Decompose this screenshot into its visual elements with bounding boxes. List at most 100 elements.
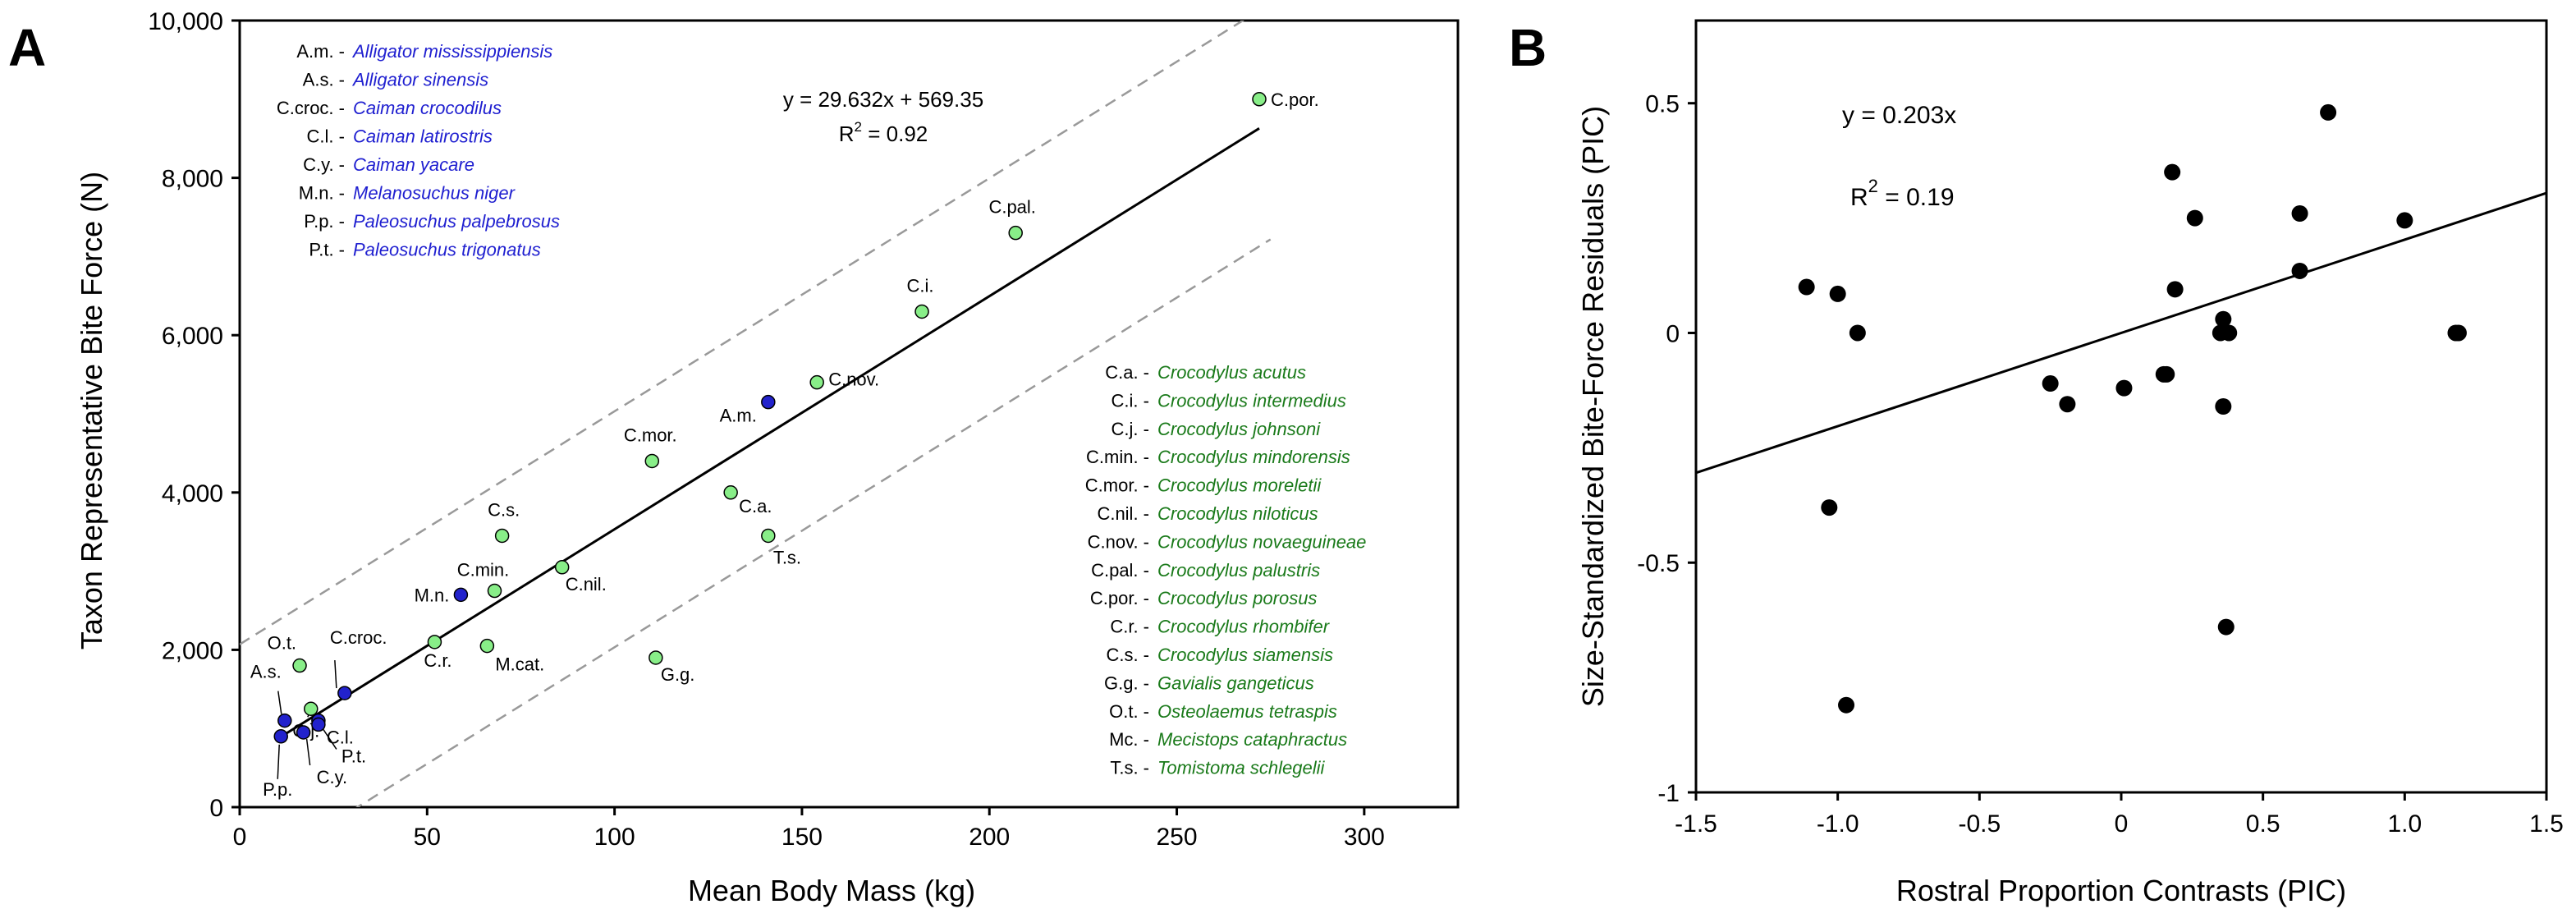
panel-a-legend-caimanine: A.m. - Alligator mississippiensis A.s. - Al… — [277, 41, 560, 260]
panel-a-fit-line — [284, 127, 1260, 736]
panel-a-confidence-band — [240, 21, 1272, 807]
panel-b-y-tick-label: 0.5 — [1645, 91, 1680, 118]
panel-b-x-tick-label: -1.0 — [1817, 810, 1859, 838]
legend-species-name: Crocodylus johnsoni — [1157, 419, 1321, 439]
panel-a-point-label: C.nil. — [566, 574, 607, 594]
panel-b-fit-line — [1695, 191, 2547, 475]
panel-b-label: B — [1509, 18, 1547, 77]
panel-b-y-tick-label: -1 — [1657, 780, 1680, 807]
legend-abbr: Mc. - — [1109, 729, 1149, 750]
legend-species-name: Mecistops cataphractus — [1157, 729, 1347, 750]
panel-b-axis-ticks: -1.5 -1.0 -0.5 0 0.5 1.0 1.5 -1 -0.5 0 0.5 — [1637, 91, 2564, 838]
legend-species-name: Caiman latirostris — [353, 126, 493, 147]
panel-a-x-tick-label: 50 — [414, 824, 441, 851]
panel-b-x-tick-label: 0.5 — [2246, 810, 2280, 838]
panel-a-y-tick-label: 8,000 — [162, 166, 223, 193]
legend-abbr: C.s. - — [1106, 645, 1149, 665]
panel-a-x-tick-label: 200 — [969, 824, 1010, 851]
panel-a-point-label: C.nov. — [828, 369, 879, 390]
panel-a-point-label: G.g. — [661, 664, 695, 685]
legend-species-name: Paleosuchus trigonatus — [353, 240, 541, 260]
panel-a-point-label: T.s. — [773, 547, 801, 567]
legend-species-name: Gavialis gangeticus — [1157, 672, 1314, 693]
panel-b-x-axis-title: Rostral Proportion Contrasts (PIC) — [1896, 874, 2346, 907]
panel-b-x-tick-label: -1.5 — [1675, 810, 1717, 838]
legend-species-name: Crocodylus rhombifer — [1157, 617, 1331, 637]
legend-species-name: Alligator sinensis — [351, 70, 488, 90]
legend-abbr: C.pal. - — [1091, 560, 1149, 581]
legend-species-name: Alligator mississippiensis — [351, 41, 552, 62]
panel-b-x-tick-label: 1.5 — [2529, 810, 2564, 838]
legend-abbr: C.r. - — [1110, 617, 1149, 637]
panel-a-data-point — [487, 583, 502, 599]
panel-a-point-label: M.cat. — [495, 654, 544, 675]
legend-species-name: Crocodylus niloticus — [1157, 503, 1318, 524]
panel-a-point-label: P.t. — [341, 746, 366, 766]
panel-a-y-tick-label: 10,000 — [148, 8, 223, 35]
legend-species-name: Crocodylus moreletii — [1157, 475, 1322, 496]
panel-a-point-label: A.s. — [250, 662, 282, 682]
panel-b-x-tick-label: -0.5 — [1958, 810, 2001, 838]
panel-a-x-tick-label: 300 — [1344, 824, 1385, 851]
panel-a-points: C.por. C.pal. C.i. C.nov. A.m. C.mor. C.a. T.s.… — [250, 90, 1319, 800]
legend-abbr: C.min. - — [1086, 447, 1149, 467]
panel-b-data-point — [2221, 324, 2238, 342]
panel-b-data-point — [2158, 365, 2175, 383]
legend-abbr: C.i. - — [1112, 390, 1149, 411]
panel-a-data-point — [337, 686, 352, 700]
legend-abbr: C.nil. - — [1097, 503, 1149, 524]
panel-b-data-point — [2291, 262, 2308, 279]
panel-a-data-point — [311, 717, 326, 732]
panel-a-x-tick-label: 250 — [1157, 824, 1198, 851]
panel-a-chart: 0 50 100 150 200 250 300 0 2,000 4,000 6,000 8,000 1… — [75, 8, 1460, 907]
legend-abbr: O.t. - — [1109, 701, 1149, 722]
panel-b-data-point — [1829, 285, 1846, 302]
panel-a-data-point — [809, 374, 824, 390]
legend-species-name: Paleosuchus palpebrosus — [353, 211, 560, 232]
panel-b-plot-frame — [1694, 19, 2548, 794]
panel-a-point-label: M.n. — [415, 585, 450, 605]
legend-species-name: Caiman crocodilus — [353, 98, 502, 118]
panel-a-axis-ticks: 0 50 100 150 200 250 300 0 2,000 4,000 6,000 8,000 1… — [148, 8, 1385, 851]
panel-b-data-point — [2115, 379, 2133, 397]
panel-b-data-point — [2042, 375, 2059, 392]
panel-a-data-point — [292, 658, 307, 673]
panel-a-x-axis-title: Mean Body Mass (kg) — [688, 874, 975, 907]
legend-species-name: Crocodylus intermedius — [1157, 390, 1346, 411]
legend-species-name: Crocodylus novaeguineae — [1157, 531, 1366, 552]
panel-a-leader-line — [334, 660, 337, 689]
panel-b-y-axis-title: Size-Standardized Bite-Force Residuals (… — [1576, 106, 1610, 707]
panel-b-data-point — [2396, 212, 2413, 229]
panel-a-leader-line — [323, 728, 337, 750]
panel-b-x-tick-label: 0 — [2115, 810, 2129, 838]
panel-a-data-point — [277, 713, 292, 728]
panel-a-point-label: C.y. — [317, 767, 347, 787]
legend-abbr: C.croc. - — [277, 98, 345, 118]
panel-a-data-point — [304, 701, 319, 716]
legend-abbr: P.t. - — [309, 240, 345, 260]
panel-a-point-label: C.s. — [488, 499, 520, 520]
panel-b-y-tick-label: -0.5 — [1637, 550, 1680, 577]
legend-abbr: C.j. - — [1112, 419, 1149, 439]
panel-b-points — [1798, 103, 2467, 714]
panel-a-point-label: A.m. — [720, 406, 757, 426]
legend-species-name: Crocodylus acutus — [1157, 362, 1306, 383]
panel-a-data-point — [1252, 92, 1267, 107]
panel-a-point-label: C.min. — [457, 560, 510, 581]
panel-b-chart: -1.5 -1.0 -0.5 0 0.5 1.0 1.5 -1 -0.5 0 0.5 y = 0.2… — [1576, 19, 2564, 907]
panel-a-x-tick-label: 150 — [782, 824, 823, 851]
legend-abbr: C.y. - — [303, 154, 345, 175]
legend-species-name: Melanosuchus niger — [353, 183, 516, 204]
panel-a-legend-crocodylid: C.a. - Crocodylus acutus C.i. - Crocodylus … — [1085, 362, 1367, 778]
panel-a-point-label: C.mor. — [624, 425, 677, 445]
panel-a-point-label: O.t. — [268, 633, 296, 654]
legend-species-name: Osteolaemus tetraspis — [1157, 701, 1337, 722]
legend-abbr: G.g. - — [1104, 672, 1149, 693]
panel-b-x-tick-label: 1.0 — [2387, 810, 2422, 838]
panel-a-data-point — [1008, 225, 1023, 241]
panel-a-data-point — [479, 638, 495, 654]
panel-a-upper-band-line — [240, 21, 1245, 645]
legend-species-name: Crocodylus siamensis — [1157, 645, 1333, 665]
legend-abbr: A.m. - — [296, 41, 345, 62]
panel-a-data-point — [296, 725, 311, 740]
